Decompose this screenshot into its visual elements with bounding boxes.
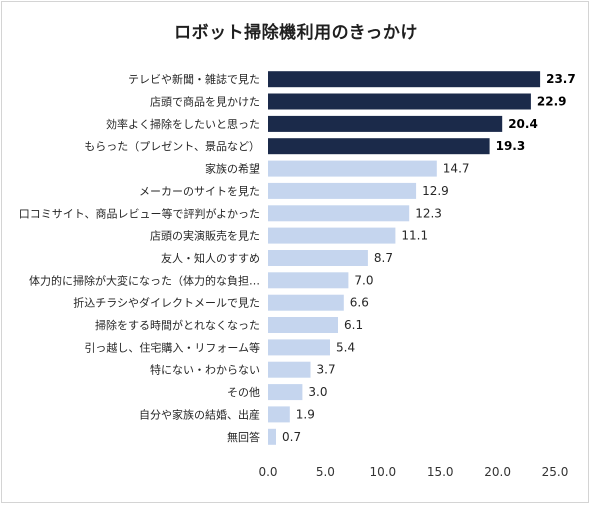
category-label-12: 掃除をする時間がとれなくなった xyxy=(95,318,260,332)
category-label-5: 家族の希望 xyxy=(205,162,260,176)
category-label-13: 引っ越し、住宅購入・リフォーム等 xyxy=(84,340,260,354)
value-label-3: 20.4 xyxy=(508,117,538,131)
bar-13 xyxy=(268,339,330,356)
category-label-8: 店頭の実演販売を見た xyxy=(150,229,260,243)
chart-title: ロボット掃除機利用のきっかけ xyxy=(174,23,418,43)
category-label-16: 自分や家族の結婚、出産 xyxy=(139,407,260,421)
bar-9 xyxy=(268,250,368,266)
value-label-1: 23.7 xyxy=(546,72,576,86)
bar-14 xyxy=(268,361,311,378)
bar-8 xyxy=(268,227,396,244)
value-label-14: 3.7 xyxy=(317,363,336,377)
category-label-3: 効率よく掃除をしたいと思った xyxy=(106,117,260,131)
x-tick-label-1: 0.0 xyxy=(258,465,277,479)
value-label-17: 0.7 xyxy=(282,430,301,444)
category-labels-group: テレビや新聞・雑誌で見た店頭で商品を見かけた効率よく掃除をしたいと思ったもらった… xyxy=(19,72,260,444)
bar-10 xyxy=(268,272,349,289)
category-label-14: 特にない・わからない xyxy=(150,363,260,377)
value-label-7: 12.3 xyxy=(415,206,442,220)
value-label-4: 19.3 xyxy=(496,139,526,153)
value-label-5: 14.7 xyxy=(443,162,470,176)
category-label-11: 折込チラシやダイレクトメールで見た xyxy=(73,296,260,310)
value-label-15: 3.0 xyxy=(308,385,327,399)
bar-7 xyxy=(268,205,410,222)
value-label-8: 11.1 xyxy=(401,229,428,243)
x-tick-label-2: 5.0 xyxy=(316,465,335,479)
value-label-16: 1.9 xyxy=(296,407,315,421)
value-label-6: 12.9 xyxy=(422,184,449,198)
value-label-10: 7.0 xyxy=(354,273,373,287)
value-label-13: 5.4 xyxy=(336,340,355,354)
bar-1 xyxy=(268,71,541,88)
category-label-6: メーカーのサイトを見た xyxy=(139,185,260,198)
category-label-4: もらった（プレゼント、景品など） xyxy=(84,140,260,153)
bar-3 xyxy=(268,115,503,132)
category-label-15: その他 xyxy=(227,386,260,399)
bar-11 xyxy=(268,294,344,311)
x-tick-label-5: 20.0 xyxy=(484,465,511,479)
bar-6 xyxy=(268,182,417,199)
bar-12 xyxy=(268,317,338,333)
bars-group xyxy=(268,71,541,445)
category-label-2: 店頭で商品を見かけた xyxy=(150,95,260,109)
category-label-7: 口コミサイト、商品レビュー等で評判がよかった xyxy=(19,206,260,220)
bar-2 xyxy=(268,93,531,110)
x-tick-label-4: 15.0 xyxy=(427,465,454,479)
value-label-2: 22.9 xyxy=(537,95,567,109)
value-label-12: 6.1 xyxy=(344,318,363,332)
category-label-17: 無回答 xyxy=(227,430,260,444)
category-label-1: テレビや新聞・雑誌で見た xyxy=(128,72,260,86)
category-label-9: 友人・知人のすすめ xyxy=(161,251,260,265)
bar-17 xyxy=(268,428,276,445)
x-tick-label-3: 10.0 xyxy=(369,465,396,479)
bar-15 xyxy=(268,384,303,401)
x-tick-labels-group: 0.0 5.0 10.0 15.0 20.0 25.0 xyxy=(258,465,568,479)
value-label-9: 8.7 xyxy=(374,251,393,265)
bar-16 xyxy=(268,406,290,423)
bar-4 xyxy=(268,138,490,155)
value-labels-group: 23.7 22.9 20.4 19.3 14.7 12.9 12.3 11.1 8.77.0 6.… xyxy=(282,72,576,444)
bar-5 xyxy=(268,160,437,177)
value-label-11: 6.6 xyxy=(350,296,369,310)
category-label-10: 体力的に掃除が大変になった（体力的な負担… xyxy=(29,273,260,287)
x-tick-label-6: 25.0 xyxy=(542,465,569,479)
